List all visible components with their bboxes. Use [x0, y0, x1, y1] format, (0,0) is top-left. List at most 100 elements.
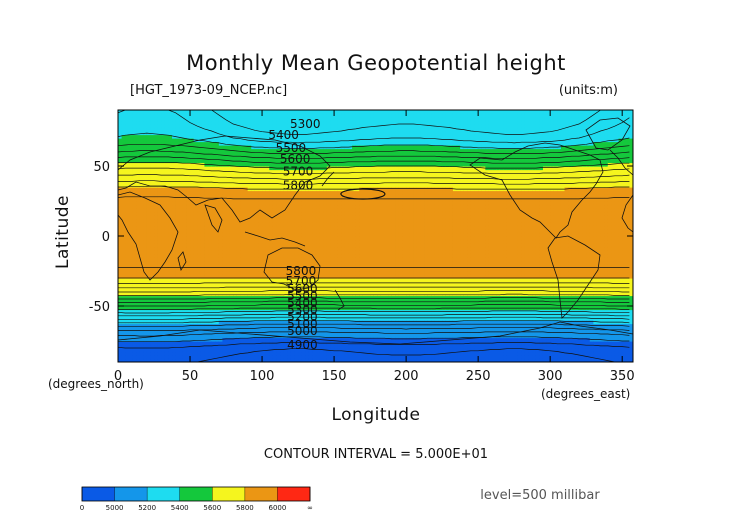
- height-cell: [150, 271, 155, 276]
- height-cell: [218, 218, 224, 223]
- height-cell: [182, 295, 188, 300]
- height-cell: [308, 313, 314, 318]
- height-cell: [341, 260, 346, 265]
- height-cell: [150, 180, 155, 185]
- height-cell: [175, 222, 180, 227]
- height-cell: [233, 229, 238, 234]
- height-cell: [218, 155, 224, 160]
- height-cell: [215, 295, 220, 300]
- height-cell: [301, 337, 306, 342]
- height-cell: [276, 323, 281, 328]
- height-cell: [154, 355, 159, 360]
- height-cell: [287, 204, 292, 209]
- height-cell: [247, 239, 252, 244]
- height-cell: [157, 299, 162, 304]
- height-cell: [283, 173, 288, 178]
- height-cell: [211, 169, 216, 174]
- height-cell: [146, 218, 152, 223]
- height-cell: [287, 211, 292, 216]
- height-cell: [305, 208, 310, 213]
- height-cell: [301, 253, 306, 258]
- height-cell: [172, 131, 177, 136]
- height-cell: [136, 187, 141, 192]
- height-cell: [136, 159, 141, 164]
- height-cell: [344, 131, 350, 136]
- height-cell: [298, 243, 303, 248]
- height-cell: [280, 152, 285, 157]
- height-cell: [193, 194, 198, 199]
- height-cell: [157, 124, 162, 129]
- height-cell: [146, 215, 152, 220]
- height-cell: [204, 278, 209, 283]
- height-cell: [337, 316, 342, 321]
- height-cell: [179, 351, 184, 356]
- height-cell: [334, 180, 339, 185]
- height-cell: [326, 246, 332, 251]
- height-cell: [139, 302, 144, 307]
- height-cell: [337, 274, 342, 279]
- height-cell: [308, 337, 314, 342]
- height-cell: [272, 250, 278, 255]
- height-cell: [355, 183, 360, 188]
- height-cell: [305, 239, 310, 244]
- height-cell: [262, 124, 267, 129]
- height-cell: [208, 124, 213, 129]
- height-cell: [247, 313, 252, 318]
- height-cell: [233, 302, 238, 307]
- height-cell: [233, 222, 238, 227]
- height-cell: [146, 208, 152, 213]
- height-cell: [254, 243, 260, 248]
- height-cell: [186, 208, 191, 213]
- height-cell: [247, 355, 252, 360]
- height-cell: [197, 355, 202, 360]
- height-cell: [157, 344, 162, 349]
- height-cell: [172, 218, 177, 223]
- height-cell: [276, 120, 281, 125]
- height-cell: [226, 274, 231, 279]
- height-cell: [316, 334, 321, 339]
- height-cell: [157, 201, 162, 206]
- height-cell: [164, 159, 170, 164]
- height-cell: [157, 120, 162, 125]
- height-cell: [168, 204, 173, 209]
- height-cell: [175, 309, 180, 314]
- height-cell: [146, 180, 152, 185]
- height-cell: [233, 341, 238, 346]
- height-cell: [348, 211, 353, 216]
- height-cell: [215, 141, 220, 146]
- height-cell: [352, 110, 357, 115]
- height-cell: [132, 225, 137, 230]
- height-cell: [308, 169, 314, 174]
- height-cell: [226, 215, 231, 220]
- height-cell: [164, 145, 170, 150]
- height-cell: [247, 113, 252, 118]
- height-cell: [362, 141, 368, 146]
- height-cell: [341, 348, 346, 353]
- height-cell: [215, 274, 220, 279]
- height-cell: [280, 243, 285, 248]
- height-cell: [366, 302, 371, 307]
- height-cell: [269, 278, 274, 283]
- height-cell: [236, 187, 242, 192]
- height-cell: [143, 201, 148, 206]
- height-cell: [247, 162, 252, 167]
- height-cell: [190, 257, 195, 262]
- height-cell: [301, 134, 306, 139]
- height-cell: [118, 120, 123, 125]
- height-cell: [341, 218, 346, 223]
- height-cell: [204, 183, 209, 188]
- height-cell: [208, 355, 213, 360]
- height-cell: [298, 264, 303, 269]
- height-cell: [312, 309, 317, 314]
- height-cell: [344, 134, 350, 139]
- height-cell: [247, 316, 252, 321]
- height-cell: [161, 302, 166, 307]
- height-cell: [236, 344, 242, 349]
- height-cell: [244, 162, 249, 167]
- height-cell: [208, 190, 213, 195]
- height-cell: [125, 299, 130, 304]
- height-cell: [251, 197, 256, 202]
- height-cell: [280, 313, 285, 318]
- height-cell: [182, 351, 188, 356]
- height-cell: [269, 232, 274, 237]
